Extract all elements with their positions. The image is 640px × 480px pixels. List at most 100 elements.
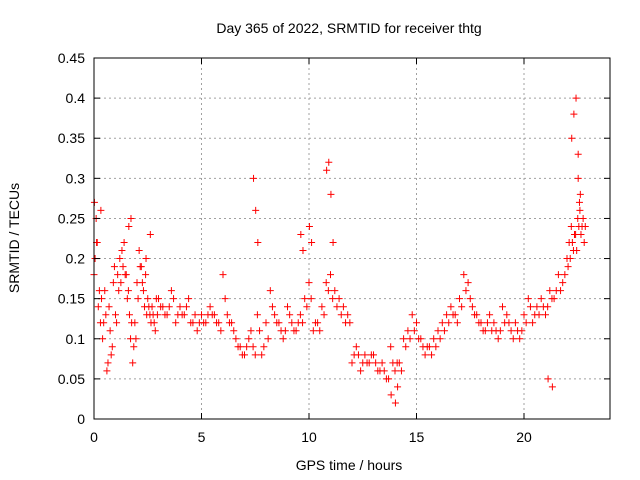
data-point xyxy=(254,239,262,247)
data-point xyxy=(305,222,313,230)
data-point xyxy=(221,295,229,303)
data-point xyxy=(568,239,576,247)
y-axis-title: SRMTID / TECUs xyxy=(6,183,22,293)
data-point xyxy=(421,351,429,359)
data-point xyxy=(458,303,466,311)
data-point xyxy=(575,198,583,206)
data-point xyxy=(509,335,517,343)
data-point xyxy=(193,327,201,335)
data-point xyxy=(496,327,504,335)
data-point xyxy=(161,311,169,319)
data-point xyxy=(554,271,562,279)
data-point xyxy=(155,295,162,303)
chart-title: Day 365 of 2022, SRMTID for receiver tht… xyxy=(216,20,481,36)
data-point xyxy=(434,327,442,335)
data-point xyxy=(577,230,585,238)
data-point xyxy=(542,311,549,319)
data-point xyxy=(320,311,328,319)
data-point xyxy=(128,319,136,327)
data-point xyxy=(573,247,581,255)
data-point xyxy=(466,295,474,303)
data-point xyxy=(251,351,259,359)
data-point xyxy=(176,303,184,311)
y-tick-label: 0.15 xyxy=(58,291,85,307)
data-point xyxy=(499,303,506,311)
data-point xyxy=(301,295,309,303)
data-point xyxy=(329,239,337,247)
data-point xyxy=(566,255,574,263)
data-point xyxy=(494,335,502,343)
data-point xyxy=(490,319,498,327)
data-point xyxy=(391,367,399,375)
data-point xyxy=(453,319,461,327)
data-point xyxy=(268,303,276,311)
y-axis-ticks: 0 0.05 0.1 0.15 0.2 0.25 0.3 0.35 0.4 0.45 xyxy=(58,50,610,427)
data-point xyxy=(118,247,126,255)
data-point xyxy=(100,319,108,327)
data-point xyxy=(153,311,161,319)
data-point xyxy=(225,319,233,327)
data-point xyxy=(117,279,125,287)
data-point xyxy=(440,327,448,335)
data-point xyxy=(129,359,137,367)
data-point xyxy=(324,287,332,295)
data-point xyxy=(327,190,335,198)
data-point xyxy=(281,327,289,335)
data-point xyxy=(568,134,576,142)
data-point xyxy=(134,295,142,303)
data-point xyxy=(146,230,154,238)
data-point xyxy=(449,311,457,319)
data-point xyxy=(423,343,431,351)
data-point xyxy=(503,311,511,319)
data-point xyxy=(170,295,178,303)
data-point xyxy=(178,311,186,319)
data-point xyxy=(198,311,205,319)
data-point xyxy=(307,295,315,303)
data-point xyxy=(144,295,152,303)
data-point xyxy=(462,287,470,295)
data-point xyxy=(266,287,274,295)
data-point xyxy=(570,110,578,118)
data-point xyxy=(142,255,150,263)
data-point xyxy=(548,383,556,391)
data-point xyxy=(387,343,395,351)
data-point xyxy=(507,327,515,335)
data-point xyxy=(123,295,131,303)
y-tick-label: 0 xyxy=(77,411,85,427)
x-tick-label: 5 xyxy=(198,429,206,445)
data-point xyxy=(475,319,483,327)
data-point xyxy=(238,351,246,359)
data-point xyxy=(526,303,534,311)
data-point xyxy=(548,295,556,303)
data-point xyxy=(544,303,552,311)
data-point xyxy=(391,399,399,407)
data-point xyxy=(142,271,150,279)
data-point xyxy=(232,335,240,343)
data-point xyxy=(230,327,238,335)
data-point xyxy=(445,319,453,327)
data-point xyxy=(299,247,307,255)
data-point xyxy=(357,367,365,375)
data-point xyxy=(413,319,420,327)
data-point xyxy=(115,287,123,295)
data-point xyxy=(309,327,317,335)
x-axis-ticks: 0 5 10 15 20 xyxy=(90,58,532,445)
data-point xyxy=(127,214,135,222)
data-point xyxy=(185,295,193,303)
data-point xyxy=(580,239,588,247)
data-point xyxy=(322,279,330,287)
data-point xyxy=(579,214,587,222)
data-point xyxy=(581,222,589,230)
data-point xyxy=(138,279,146,287)
data-point xyxy=(522,319,530,327)
data-point xyxy=(408,311,416,319)
data-point xyxy=(249,343,257,351)
data-point xyxy=(102,311,110,319)
data-point xyxy=(303,303,311,311)
data-point xyxy=(139,287,147,295)
data-point xyxy=(339,303,347,311)
data-point xyxy=(256,327,264,335)
data-point xyxy=(546,287,554,295)
data-point xyxy=(436,335,444,343)
